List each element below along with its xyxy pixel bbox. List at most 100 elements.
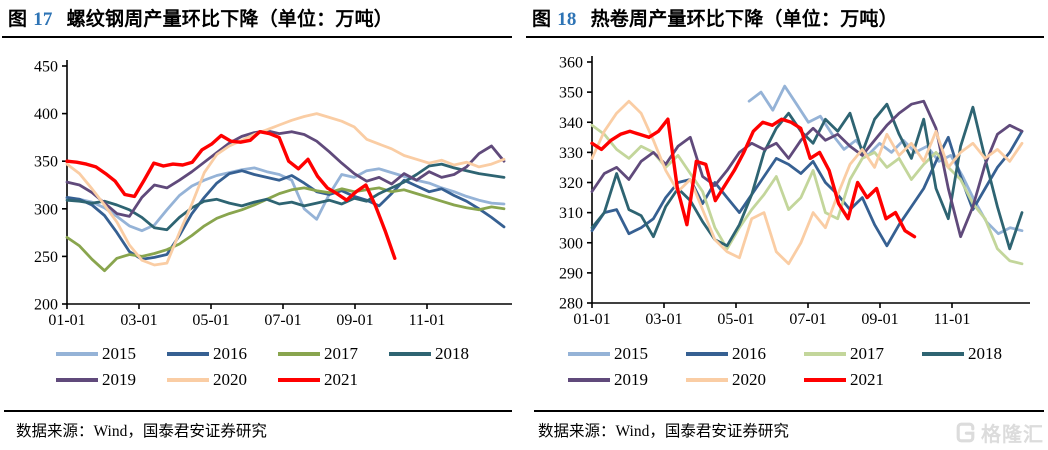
x-tick-label: 05-01 [192,312,229,328]
y-tick-label: 350 [559,85,583,102]
y-tick-label: 330 [559,145,583,162]
legend-label-2020: 2020 [213,370,247,389]
legend-label-2018: 2018 [435,344,469,363]
source-note: 数据来源：Wind，国泰君安证券研究 [538,423,789,440]
series-line-2021 [590,117,917,239]
hrc-chart-legend: 2015 2016 2017 2018 2019 2020 2021 [524,336,1048,398]
legend-label-2020: 2020 [732,370,766,389]
figure-17-title: 图 17 螺纹钢周产量环比下降（单位：万吨） [8,4,518,31]
legend-item-2019: 2019 [56,370,136,390]
legend-label-2019: 2019 [614,370,648,389]
series-line-2018 [590,102,1024,251]
x-tick-label: 01-01 [48,312,85,328]
legend-item-2021: 2021 [804,370,884,390]
legend-swatch-2016 [686,352,728,356]
series-line-2016 [590,129,1024,248]
x-tick-label: 11-01 [409,312,446,328]
legend-swatch-2017 [278,352,320,356]
legend-swatch-2015 [568,352,610,356]
legend-item-2015: 2015 [56,344,136,364]
y-tick-label: 300 [34,201,58,218]
legend-label-2021: 2021 [324,370,358,389]
legend-label-2016: 2016 [732,344,766,363]
legend-item-2015: 2015 [568,344,648,364]
legend-swatch-2021 [278,378,320,382]
legend-label-2015: 2015 [102,344,136,363]
series-line-2019 [65,129,506,218]
legend-swatch-2017 [804,352,846,356]
source-note: 数据来源：Wind，国泰君安证券研究 [16,423,267,440]
legend-item-2018: 2018 [389,344,469,364]
legend-label-2017: 2017 [324,344,358,363]
figure-17-panel: 图 17 螺纹钢周产量环比下降（单位：万吨） 200 250 300 350 400 450 0… [0,4,524,440]
gelonghui-logo: 格隆汇 [953,418,1044,447]
y-tick-label: 200 [34,297,58,314]
series-line-2016 [65,169,506,261]
legend-swatch-2018 [922,352,964,356]
figure-18-panel: 图 18 热卷周产量环比下降（单位：万吨） 280 290 300 310 320 330 34… [524,0,1048,450]
legend-label-2016: 2016 [213,344,247,363]
figure-number: 17 [33,9,53,30]
x-tick-label: 11-01 [934,311,971,328]
gelonghui-g-icon [956,422,975,443]
y-tick-label: 350 [34,154,58,171]
legend-item-2018: 2018 [922,344,1002,364]
hrc-weekly-output-chart: 280 290 300 310 320 330 340 350 360 01-01 03-01 05-… [524,50,1048,328]
series-line-2021 [65,129,397,261]
y-tick-label: 250 [34,249,58,266]
y-tick-label: 360 [559,55,583,72]
legend-label-2015: 2015 [614,344,648,363]
figure-title-text: 螺纹钢周产量环比下降（单位：万吨） [66,9,394,30]
legend-swatch-2019 [568,378,610,382]
x-tick-label: 09-01 [861,311,898,328]
rebar-chart-canvas: 200 250 300 350 400 450 01-01 03-01 05-01 07-01 09… [34,59,512,329]
rebar-weekly-output-chart: 200 250 300 350 400 450 01-01 03-01 05-01 07-01 09… [0,50,524,329]
series-line-2018 [65,162,506,232]
y-tick-label: 290 [559,265,583,282]
x-tick-label: 07-01 [789,311,826,328]
legend-item-2019: 2019 [568,370,648,390]
legend-swatch-2015 [56,352,98,356]
series-line-2017 [65,186,506,273]
title-underline [2,36,512,39]
series-line-2020 [65,112,506,267]
source-divider [534,410,1044,413]
x-tick-label: 01-01 [573,311,610,328]
legend-label-2017: 2017 [850,344,884,363]
legend-item-2016: 2016 [167,344,247,364]
series-line-2020 [590,99,1024,266]
y-tick-label: 310 [559,205,583,222]
y-tick-label: 340 [559,115,583,132]
legend-swatch-2020 [167,378,209,382]
x-tick-label: 03-01 [120,312,157,328]
x-tick-label: 07-01 [264,312,301,328]
legend-item-2017: 2017 [804,344,884,364]
figure-18-title: 图 18 热卷周产量环比下降（单位：万吨） [532,4,1042,31]
legend-swatch-2016 [167,352,209,356]
figure-title-text: 热卷周产量环比下降（单位：万吨） [590,9,898,30]
legend-label-2018: 2018 [968,344,1002,363]
legend-item-2017: 2017 [278,344,358,364]
figure-label: 图 [532,9,552,30]
figure-label: 图 [8,9,28,30]
legend-swatch-2021 [804,378,846,382]
legend-swatch-2019 [56,378,98,382]
legend-item-2016: 2016 [686,344,766,364]
legend-swatch-2020 [686,378,728,382]
y-tick-label: 320 [559,175,583,192]
rebar-chart-legend: 2015 2016 2017 2018 2019 2020 2021 [0,336,524,398]
x-tick-label: 05-01 [717,311,754,328]
x-tick-label: 03-01 [645,311,682,328]
legend-item-2020: 2020 [167,370,247,390]
y-tick-label: 450 [34,59,58,76]
title-underline [526,36,1044,39]
legend-label-2019: 2019 [102,370,136,389]
x-tick-label: 09-01 [336,312,373,328]
y-tick-label: 400 [34,106,58,123]
legend-item-2020: 2020 [686,370,766,390]
y-tick-label: 300 [559,235,583,252]
hrc-chart-canvas: 280 290 300 310 320 330 340 350 360 01-01 03-01 05-… [559,55,1030,328]
y-tick-label: 280 [559,296,583,313]
legend-swatch-2018 [389,352,431,356]
